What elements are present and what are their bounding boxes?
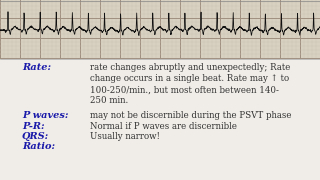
Text: QRS:: QRS:	[22, 132, 49, 141]
Text: Ratio:: Ratio:	[22, 142, 55, 151]
Text: Normal if P waves are discernible: Normal if P waves are discernible	[90, 122, 237, 131]
Text: may not be discernible during the PSVT phase: may not be discernible during the PSVT p…	[90, 111, 292, 120]
Text: P-R:: P-R:	[22, 122, 44, 131]
Text: Rate:: Rate:	[22, 63, 51, 72]
Text: P waves:: P waves:	[22, 111, 68, 120]
Bar	[0, 59, 320, 180]
Text: Usually narrow!: Usually narrow!	[90, 132, 160, 141]
Text: rate changes abruptly and unexpectedly; Rate
change occurs in a single beat. Rat: rate changes abruptly and unexpectedly; …	[90, 63, 290, 105]
Bar	[0, 0, 320, 58]
